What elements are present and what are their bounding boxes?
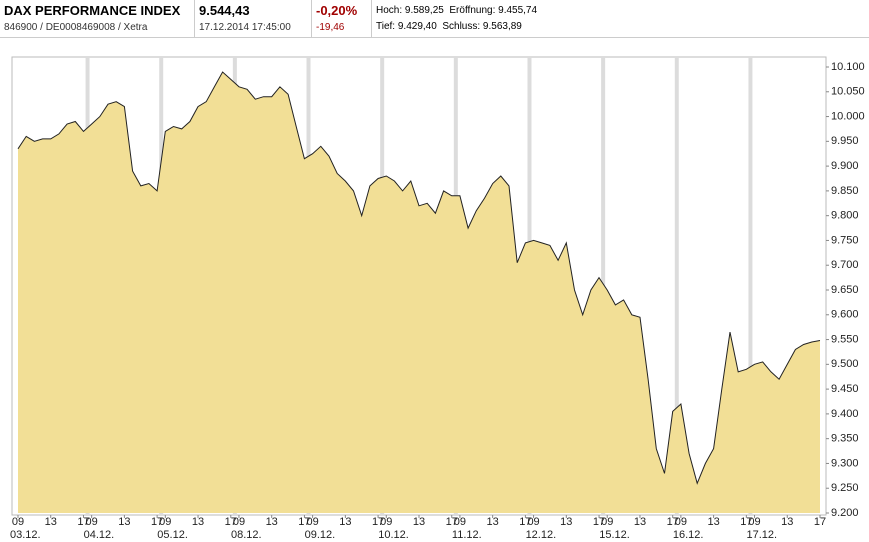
- date-label: 08.12.: [231, 529, 262, 541]
- stats: Hoch: 9.589,25 Eröffnung: 9.455,74 Tief:…: [372, 0, 572, 37]
- y-tick-label: 9.200: [831, 507, 859, 519]
- y-tick-label: 9.700: [831, 259, 859, 271]
- y-tick-label: 10.000: [831, 110, 865, 122]
- y-tick-label: 9.450: [831, 383, 859, 395]
- y-tick-label: 9.600: [831, 309, 859, 321]
- header: DAX PERFORMANCE INDEX 846900 / DE0008469…: [0, 0, 869, 38]
- y-tick-label: 9.300: [831, 457, 859, 469]
- x-tick-label: 09: [454, 516, 466, 528]
- area: [18, 72, 820, 513]
- stats-row: Hoch: 9.589,25 Eröffnung: 9.455,74: [376, 5, 568, 16]
- x-tick-label: 13: [339, 516, 351, 528]
- x-tick-label: 09: [380, 516, 392, 528]
- open: Eröffnung: 9.455,74: [449, 5, 538, 16]
- x-tick-label: 17: [593, 516, 605, 528]
- x-tick-label: 17: [77, 516, 89, 528]
- datetime: 17.12.2014 17:45:00: [199, 22, 291, 33]
- change-pct: -0,20%: [316, 3, 358, 18]
- x-tick-label: 13: [413, 516, 425, 528]
- x-tick-label: 13: [560, 516, 572, 528]
- x-tick-label: 09: [306, 516, 318, 528]
- date-label: 03.12.: [10, 529, 41, 541]
- x-tick-label: 17: [740, 516, 752, 528]
- x-tick-label: 09: [12, 516, 24, 528]
- change-abs: -19,46: [316, 22, 345, 33]
- price: 9.544,43: [199, 3, 250, 18]
- instrument: DAX PERFORMANCE INDEX 846900 / DE0008469…: [0, 0, 195, 37]
- x-tick-label: 13: [487, 516, 499, 528]
- x-tick-label: 13: [266, 516, 278, 528]
- x-tick-label: 17: [667, 516, 679, 528]
- quote: 9.544,43 17.12.2014 17:45:00: [195, 0, 312, 37]
- y-tick-label: 10.100: [831, 61, 865, 73]
- x-tick-label: 09: [159, 516, 171, 528]
- index-ids: 846900 / DE0008469008 / Xetra: [4, 22, 148, 33]
- high: Hoch: 9.589,25: [376, 5, 444, 16]
- x-tick-label: 17: [446, 516, 458, 528]
- index-name: DAX PERFORMANCE INDEX: [4, 3, 181, 18]
- y-tick-label: 9.250: [831, 482, 859, 494]
- day-separator: [748, 57, 753, 515]
- x-tick-label: 17: [151, 516, 163, 528]
- x-tick-label: 13: [781, 516, 793, 528]
- low: Tief: 9.429,40: [376, 21, 437, 32]
- date-label: 16.12.: [673, 529, 704, 541]
- y-tick-label: 9.750: [831, 234, 859, 246]
- y-tick-label: 9.950: [831, 135, 859, 147]
- y-tick-label: 9.650: [831, 284, 859, 296]
- date-label: 15.12.: [599, 529, 630, 541]
- line: [17, 71, 821, 485]
- close: Schluss: 9.563,89: [442, 21, 522, 32]
- x-tick-label: 17: [372, 516, 384, 528]
- x-tick-label: 09: [601, 516, 613, 528]
- date-label: 04.12.: [84, 529, 115, 541]
- x-tick-label: 09: [527, 516, 539, 528]
- date-label: 05.12.: [157, 529, 188, 541]
- y-tick-label: 9.400: [831, 408, 859, 420]
- date-label: 17.12.: [747, 529, 778, 541]
- x-tick-label: 13: [118, 516, 130, 528]
- date-label: 11.12.: [452, 529, 482, 541]
- x-tick-label: 17: [814, 516, 826, 528]
- x-tick-label: 09: [675, 516, 687, 528]
- x-tick-label: 09: [233, 516, 245, 528]
- day-separator: [674, 57, 679, 515]
- y-tick-label: 9.800: [831, 210, 859, 222]
- x-tick-label: 17: [519, 516, 531, 528]
- x-tick-label: 13: [634, 516, 646, 528]
- y-tick-label: 9.350: [831, 433, 859, 445]
- x-tick-label: 17: [225, 516, 237, 528]
- x-tick-label: 13: [707, 516, 719, 528]
- date-label: 10.12.: [378, 529, 409, 541]
- y-tick-label: 9.500: [831, 358, 859, 370]
- x-tick-label: 13: [192, 516, 204, 528]
- chart: 9.200 9.250 9.300 9.350 9.400 9.450 9.500 9.550…: [10, 56, 865, 541]
- x-tick-label: 09: [748, 516, 760, 528]
- date-label: 12.12.: [526, 529, 557, 541]
- change: -0,20% -19,46: [312, 0, 372, 37]
- y-tick-label: 9.850: [831, 185, 859, 197]
- y-tick-label: 9.900: [831, 160, 859, 172]
- x-tick-label: 09: [86, 516, 98, 528]
- y-tick-label: 10.050: [831, 86, 865, 98]
- date-label: 09.12.: [305, 529, 336, 541]
- y-tick-label: 9.550: [831, 333, 859, 345]
- stats-row: Tief: 9.429,40 Schluss: 9.563,89: [376, 21, 568, 32]
- x-tick-label: 13: [45, 516, 57, 528]
- x-tick-label: 17: [298, 516, 310, 528]
